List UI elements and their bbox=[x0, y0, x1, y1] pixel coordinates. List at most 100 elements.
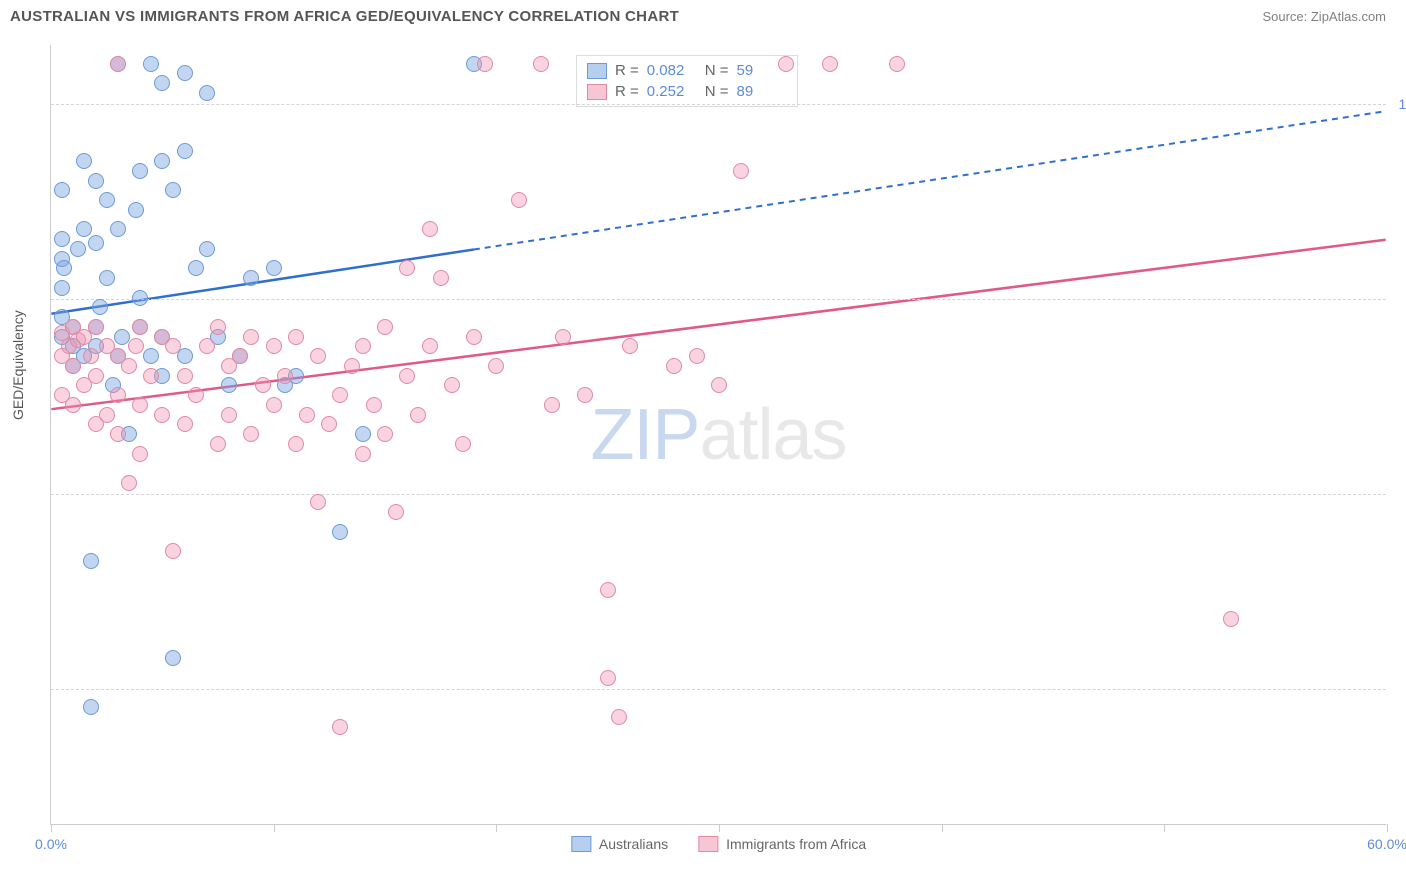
data-point bbox=[1223, 611, 1239, 627]
data-point bbox=[332, 719, 348, 735]
x-tick bbox=[274, 824, 275, 832]
swatch-australians bbox=[587, 63, 607, 79]
data-point bbox=[600, 582, 616, 598]
data-point bbox=[355, 426, 371, 442]
data-point bbox=[177, 143, 193, 159]
r-value-immigrants: 0.252 bbox=[647, 83, 697, 100]
swatch-australians bbox=[571, 836, 591, 852]
data-point bbox=[121, 358, 137, 374]
data-point bbox=[54, 231, 70, 247]
data-point bbox=[778, 56, 794, 72]
data-point bbox=[221, 377, 237, 393]
x-tick bbox=[942, 824, 943, 832]
data-point bbox=[399, 368, 415, 384]
data-point bbox=[266, 338, 282, 354]
x-tick bbox=[1387, 824, 1388, 832]
data-point bbox=[822, 56, 838, 72]
watermark: ZIPatlas bbox=[590, 394, 846, 476]
data-point bbox=[366, 397, 382, 413]
data-point bbox=[332, 387, 348, 403]
data-point bbox=[76, 153, 92, 169]
data-point bbox=[83, 553, 99, 569]
data-point bbox=[288, 436, 304, 452]
data-point bbox=[99, 270, 115, 286]
data-point bbox=[188, 387, 204, 403]
data-point bbox=[388, 504, 404, 520]
data-point bbox=[143, 56, 159, 72]
data-point bbox=[188, 260, 204, 276]
data-point bbox=[344, 358, 360, 374]
data-point bbox=[466, 329, 482, 345]
data-point bbox=[110, 56, 126, 72]
source-label: Source: ZipAtlas.com bbox=[1262, 9, 1386, 24]
data-point bbox=[65, 358, 81, 374]
r-label: R = bbox=[615, 83, 639, 100]
data-point bbox=[70, 241, 86, 257]
chart-title: AUSTRALIAN VS IMMIGRANTS FROM AFRICA GED… bbox=[10, 8, 679, 25]
data-point bbox=[377, 426, 393, 442]
gridline bbox=[51, 494, 1386, 495]
data-point bbox=[128, 202, 144, 218]
legend-item-immigrants: Immigrants from Africa bbox=[698, 836, 866, 852]
data-point bbox=[154, 153, 170, 169]
legend-item-australians: Australians bbox=[571, 836, 668, 852]
data-point bbox=[132, 397, 148, 413]
data-point bbox=[88, 368, 104, 384]
data-point bbox=[410, 407, 426, 423]
data-point bbox=[288, 329, 304, 345]
data-point bbox=[310, 494, 326, 510]
data-point bbox=[555, 329, 571, 345]
data-point bbox=[165, 650, 181, 666]
data-point bbox=[577, 387, 593, 403]
data-point bbox=[54, 280, 70, 296]
data-point bbox=[92, 299, 108, 315]
data-point bbox=[110, 221, 126, 237]
data-point bbox=[422, 338, 438, 354]
data-point bbox=[154, 75, 170, 91]
data-point bbox=[355, 338, 371, 354]
data-point bbox=[83, 348, 99, 364]
data-point bbox=[83, 699, 99, 715]
data-point bbox=[243, 329, 259, 345]
data-point bbox=[99, 407, 115, 423]
data-point bbox=[210, 319, 226, 335]
data-point bbox=[355, 446, 371, 462]
y-tick-label: 100.0% bbox=[1399, 96, 1406, 112]
data-point bbox=[221, 407, 237, 423]
data-point bbox=[299, 407, 315, 423]
data-point bbox=[689, 348, 705, 364]
stats-row-australians: R = 0.082 N = 59 bbox=[587, 60, 787, 81]
data-point bbox=[110, 387, 126, 403]
data-point bbox=[121, 475, 137, 491]
data-point bbox=[132, 290, 148, 306]
data-point bbox=[622, 338, 638, 354]
data-point bbox=[154, 407, 170, 423]
data-point bbox=[199, 338, 215, 354]
gridline bbox=[51, 299, 1386, 300]
data-point bbox=[165, 543, 181, 559]
data-point bbox=[533, 56, 549, 72]
data-point bbox=[210, 436, 226, 452]
data-point bbox=[666, 358, 682, 374]
data-point bbox=[433, 270, 449, 286]
x-tick bbox=[719, 824, 720, 832]
n-label: N = bbox=[705, 62, 729, 79]
data-point bbox=[266, 397, 282, 413]
data-point bbox=[266, 260, 282, 276]
x-tick bbox=[496, 824, 497, 832]
swatch-immigrants bbox=[587, 84, 607, 100]
x-tick bbox=[1164, 824, 1165, 832]
data-point bbox=[143, 368, 159, 384]
data-point bbox=[54, 182, 70, 198]
data-point bbox=[455, 436, 471, 452]
r-value-australians: 0.082 bbox=[647, 62, 697, 79]
data-point bbox=[143, 348, 159, 364]
data-point bbox=[88, 319, 104, 335]
data-point bbox=[711, 377, 727, 393]
data-point bbox=[422, 221, 438, 237]
legend-label-immigrants: Immigrants from Africa bbox=[726, 836, 866, 852]
data-point bbox=[65, 397, 81, 413]
x-tick bbox=[51, 824, 52, 832]
data-point bbox=[377, 319, 393, 335]
data-point bbox=[165, 338, 181, 354]
